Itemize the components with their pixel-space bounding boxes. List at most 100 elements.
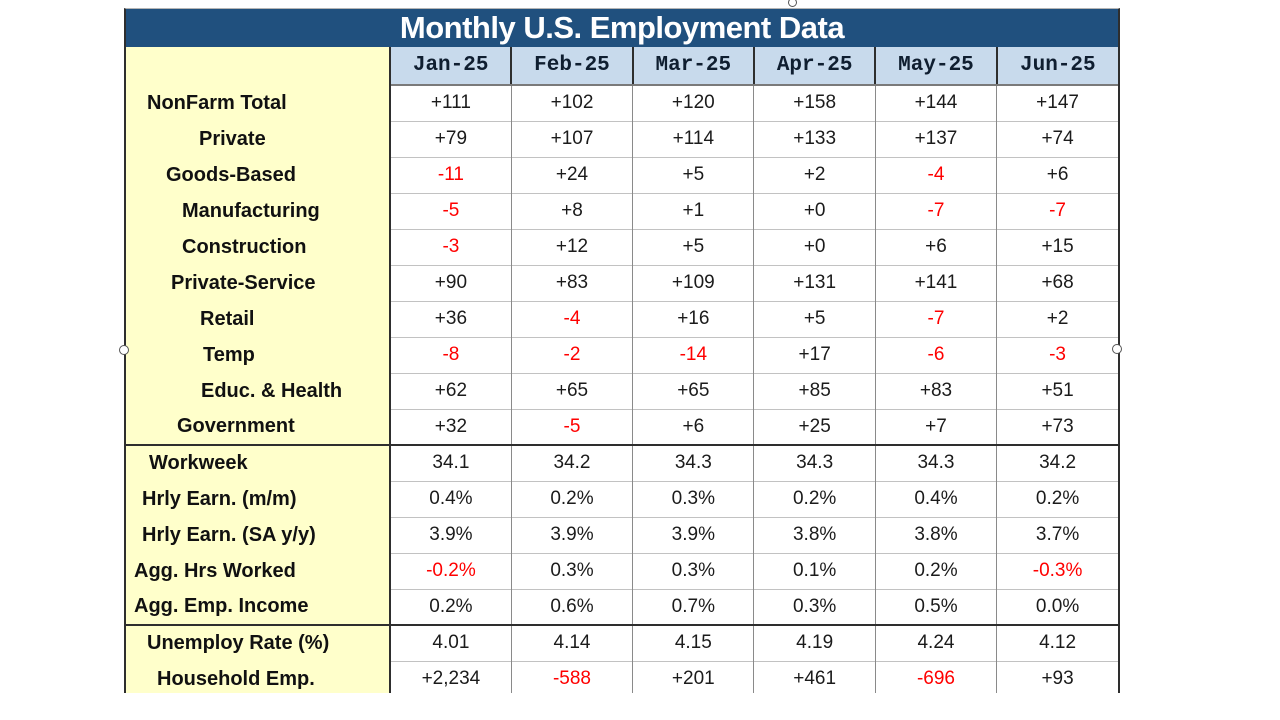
row-label: Unemploy Rate (%): [126, 624, 391, 661]
table-row: Retail +36 -4 +16 +5 -7 +2: [126, 300, 1118, 337]
employment-data-table: Jan-25 Feb-25 Mar-25 Apr-25 May-25 Jun-25 Non…: [126, 47, 1118, 693]
value-cell: 34.3: [874, 444, 997, 481]
value-cell: +2: [753, 156, 876, 193]
employment-table-object: Monthly U.S. Employment Data Jan-25 Feb-2…: [124, 8, 1120, 693]
value-cell: -2: [510, 336, 633, 373]
value-cell: 0.0%: [996, 588, 1118, 625]
value-cell: -7: [874, 300, 997, 337]
value-cell: 0.6%: [510, 588, 633, 625]
value-cell: 34.2: [510, 444, 633, 481]
value-cell: +79: [389, 120, 512, 157]
value-cell: +2,234: [389, 660, 512, 693]
value-cell: +24: [510, 156, 633, 193]
row-label: Private: [126, 121, 391, 157]
value-cell: +65: [510, 372, 633, 409]
row-label: Agg. Hrs Worked: [126, 553, 391, 589]
row-label: Workweek: [126, 444, 391, 481]
corner-cell: [126, 47, 391, 85]
value-cell: +25: [753, 408, 876, 445]
value-cell: +144: [874, 84, 997, 121]
table-row: Educ. & Health +62 +65 +65 +85 +83 +51: [126, 372, 1118, 409]
value-cell: +6: [996, 156, 1118, 193]
table-row: Goods-Based -11 +24 +5 +2 -4 +6: [126, 156, 1118, 193]
value-cell: +2: [996, 300, 1118, 337]
value-cell: +5: [632, 156, 754, 193]
value-cell: 34.1: [389, 444, 512, 481]
table-row: Hrly Earn. (SA y/y) 3.9% 3.9% 3.9% 3.8% 3.8% 3…: [126, 516, 1118, 553]
value-cell: +102: [510, 84, 633, 121]
value-cell: -6: [874, 336, 997, 373]
value-cell: -0.3%: [996, 552, 1118, 589]
resize-handle-right[interactable]: [1112, 344, 1122, 354]
value-cell: 3.9%: [632, 516, 754, 553]
table-row: Workweek 34.1 34.2 34.3 34.3 34.3 34.2: [126, 444, 1118, 481]
value-cell: 3.9%: [510, 516, 633, 553]
value-cell: -5: [389, 192, 512, 229]
value-cell: 4.15: [632, 624, 754, 661]
value-cell: 34.2: [996, 444, 1118, 481]
table-row: Household Emp. +2,234 -588 +201 +461 -696 +93: [126, 660, 1118, 693]
value-cell: 4.12: [996, 624, 1118, 661]
row-label: Construction: [126, 229, 391, 265]
column-header: May-25: [874, 47, 997, 86]
table-body: NonFarm Total +111 +102 +120 +158 +144 +147 Pri…: [126, 84, 1118, 693]
value-cell: 3.9%: [389, 516, 512, 553]
value-cell: +109: [632, 264, 754, 301]
value-cell: +5: [753, 300, 876, 337]
header-row: Jan-25 Feb-25 Mar-25 Apr-25 May-25 Jun-25: [126, 47, 1118, 86]
value-cell: 0.3%: [753, 588, 876, 625]
value-cell: +133: [753, 120, 876, 157]
row-label: NonFarm Total: [126, 85, 391, 121]
row-label: Retail: [126, 301, 391, 337]
value-cell: -5: [510, 408, 633, 445]
value-cell: 0.2%: [389, 588, 512, 625]
value-cell: +74: [996, 120, 1118, 157]
value-cell: +5: [632, 228, 754, 265]
row-label: Educ. & Health: [126, 373, 391, 409]
value-cell: +93: [996, 660, 1118, 693]
column-header: Jan-25: [388, 47, 512, 86]
column-header: Jun-25: [995, 47, 1118, 86]
value-cell: +6: [874, 228, 997, 265]
resize-handle-top-center[interactable]: [788, 0, 797, 7]
value-cell: 0.4%: [389, 480, 512, 517]
value-cell: -3: [389, 228, 512, 265]
value-cell: +111: [389, 84, 512, 121]
table-row: Private-Service +90 +83 +109 +131 +141 +68: [126, 264, 1118, 301]
table-row: Private +79 +107 +114 +133 +137 +74: [126, 120, 1118, 157]
value-cell: 4.14: [510, 624, 633, 661]
table-row: Temp -8 -2 -14 +17 -6 -3: [126, 336, 1118, 373]
resize-handle-left[interactable]: [119, 345, 129, 355]
table-row: Government +32 -5 +6 +25 +7 +73: [126, 408, 1118, 445]
table-title: Monthly U.S. Employment Data: [126, 9, 1118, 47]
value-cell: +0: [753, 228, 876, 265]
value-cell: 0.2%: [996, 480, 1118, 517]
value-cell: +36: [389, 300, 512, 337]
value-cell: -0.2%: [389, 552, 512, 589]
value-cell: 3.8%: [874, 516, 997, 553]
row-label: Hrly Earn. (m/m): [126, 481, 391, 517]
value-cell: +6: [632, 408, 754, 445]
value-cell: 34.3: [753, 444, 876, 481]
value-cell: +158: [753, 84, 876, 121]
value-cell: 0.7%: [632, 588, 754, 625]
value-cell: -7: [996, 192, 1118, 229]
column-header: Mar-25: [631, 47, 754, 86]
value-cell: +0: [753, 192, 876, 229]
value-cell: 3.8%: [753, 516, 876, 553]
value-cell: +85: [753, 372, 876, 409]
value-cell: +68: [996, 264, 1118, 301]
table-row: Agg. Emp. Income 0.2% 0.6% 0.7% 0.3% 0.5% 0.0%: [126, 588, 1118, 625]
value-cell: 0.3%: [632, 552, 754, 589]
value-cell: 0.4%: [874, 480, 997, 517]
table-row: Manufacturing -5 +8 +1 +0 -7 -7: [126, 192, 1118, 229]
value-cell: -4: [874, 156, 997, 193]
value-cell: 0.2%: [874, 552, 997, 589]
value-cell: +17: [753, 336, 876, 373]
row-label: Government: [126, 409, 391, 445]
value-cell: +114: [632, 120, 754, 157]
value-cell: +90: [389, 264, 512, 301]
value-cell: 4.24: [874, 624, 997, 661]
value-cell: +1: [632, 192, 754, 229]
value-cell: -696: [874, 660, 997, 693]
